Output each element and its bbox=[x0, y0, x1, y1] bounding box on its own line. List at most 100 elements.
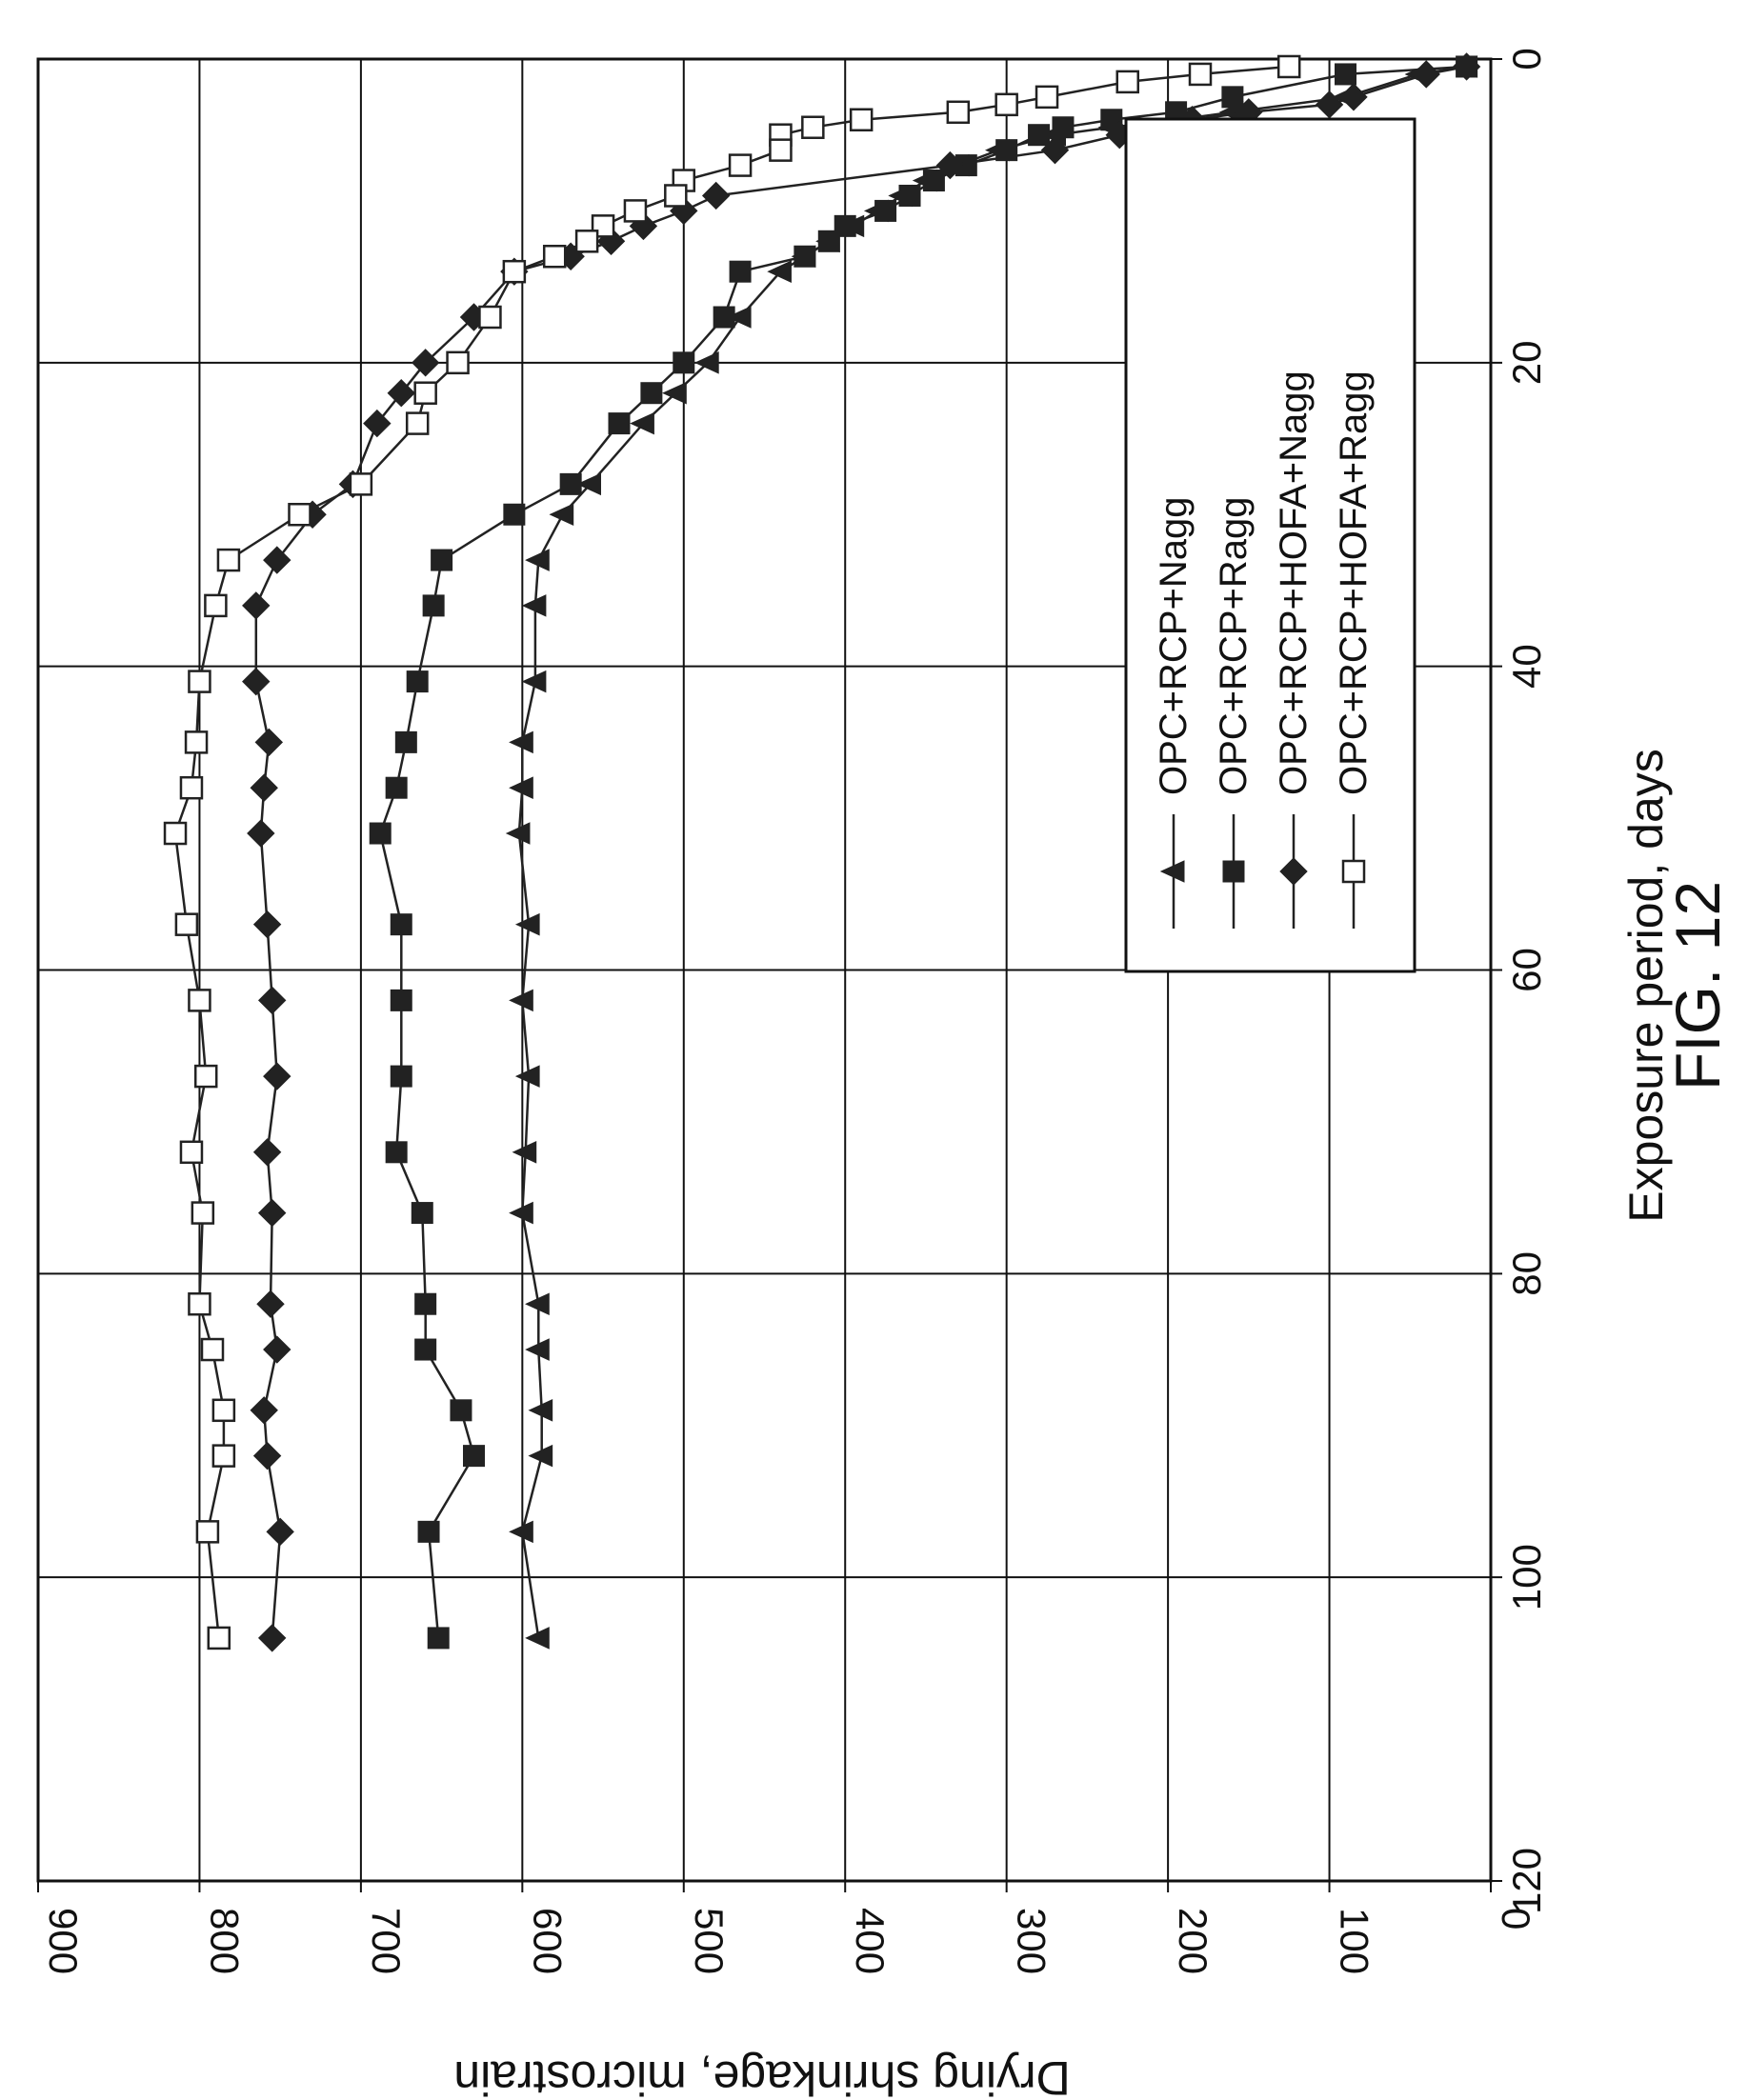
point-diamond bbox=[411, 349, 440, 377]
plot-area bbox=[36, 52, 1502, 1892]
point-filled-square bbox=[713, 306, 735, 329]
point-triangle bbox=[525, 549, 550, 571]
point-filled-square bbox=[794, 245, 816, 268]
point-triangle bbox=[693, 351, 719, 374]
point-diamond bbox=[250, 1396, 278, 1425]
point-diamond bbox=[256, 1290, 285, 1318]
point-triangle bbox=[525, 1292, 550, 1315]
point-triangle bbox=[525, 1627, 550, 1650]
point-filled-square bbox=[640, 382, 663, 405]
point-filled-square bbox=[608, 412, 631, 435]
y-tick-label: 600 bbox=[525, 1908, 570, 1974]
point-triangle bbox=[767, 260, 792, 283]
point-open-square bbox=[211, 1444, 236, 1468]
point-open-square bbox=[446, 350, 470, 375]
point-open-square bbox=[478, 305, 502, 330]
point-filled-square bbox=[427, 1627, 450, 1650]
point-triangle bbox=[509, 730, 533, 754]
point-filled-square bbox=[1028, 124, 1051, 147]
point-open-square bbox=[188, 989, 211, 1012]
point-triangle bbox=[514, 912, 540, 936]
point-diamond bbox=[252, 1441, 282, 1470]
point-open-square bbox=[349, 472, 373, 496]
point-filled-square bbox=[390, 989, 412, 1011]
point-triangle bbox=[662, 381, 687, 405]
point-filled-square bbox=[559, 472, 582, 495]
point-diamond bbox=[1040, 135, 1070, 165]
point-open-square bbox=[413, 381, 437, 405]
y-tick-label: 100 bbox=[1333, 1908, 1377, 1974]
point-filled-square bbox=[817, 230, 840, 252]
point-open-square bbox=[664, 184, 688, 208]
point-triangle bbox=[528, 1444, 553, 1468]
x-axis-label: Exposure period, days bbox=[1619, 749, 1673, 1223]
point-triangle bbox=[509, 989, 533, 1012]
point-filled-square bbox=[431, 549, 453, 571]
point-diamond bbox=[363, 409, 392, 438]
legend-item: OPC+RCP+HOFA+Ragg bbox=[1333, 370, 1375, 929]
point-triangle bbox=[726, 306, 752, 329]
point-filled-square bbox=[385, 776, 408, 799]
legend-label: OPC+RCP+Ragg bbox=[1213, 497, 1255, 795]
point-filled-square bbox=[922, 170, 945, 192]
y-tick-label: 500 bbox=[687, 1908, 732, 1974]
point-triangle bbox=[528, 1399, 553, 1422]
point-filled-square bbox=[898, 184, 921, 207]
point-triangle bbox=[509, 1520, 533, 1544]
point-filled-square bbox=[1221, 86, 1244, 109]
y-tick-label: 700 bbox=[364, 1908, 409, 1974]
point-diamond bbox=[254, 728, 284, 757]
point-diamond bbox=[257, 1198, 287, 1228]
figure-label: FIG. 12 bbox=[1662, 881, 1733, 1090]
point-open-square bbox=[623, 199, 648, 223]
point-diamond bbox=[263, 1062, 291, 1090]
legend: OPC+RCP+Nagg OPC+RCP+Ragg OPC+RCP+HOFA+Nag… bbox=[1124, 117, 1416, 973]
point-diamond bbox=[1339, 83, 1368, 111]
point-diamond bbox=[250, 773, 278, 802]
point-open-square bbox=[849, 108, 874, 132]
point-open-square bbox=[542, 244, 567, 269]
point-open-square bbox=[1188, 62, 1213, 87]
legend-label: OPC+RCP+Nagg bbox=[1153, 497, 1195, 795]
point-diamond bbox=[1279, 857, 1308, 886]
point-filled-square bbox=[417, 1520, 440, 1543]
point-filled-square bbox=[503, 503, 526, 526]
point-diamond bbox=[252, 1138, 282, 1167]
point-filled-square bbox=[673, 351, 695, 374]
y-tick-labels: 0 100 200 300 400 500 600 700 800 900 bbox=[41, 1908, 1538, 1974]
series-layer bbox=[163, 52, 1481, 1652]
point-filled-square bbox=[1222, 860, 1245, 883]
series-4 bbox=[163, 54, 1301, 1650]
point-filled-square bbox=[1052, 116, 1075, 139]
plot-frame bbox=[36, 57, 1493, 1883]
point-open-square bbox=[216, 548, 241, 572]
point-filled-square bbox=[385, 1141, 408, 1164]
point-open-square bbox=[204, 593, 228, 618]
y-tick-label: 400 bbox=[848, 1908, 893, 1974]
legend-item: OPC+RCP+Nagg bbox=[1153, 497, 1195, 929]
point-diamond bbox=[266, 1517, 294, 1547]
point-open-square bbox=[502, 259, 527, 284]
point-diamond bbox=[701, 181, 731, 210]
point-diamond bbox=[242, 667, 271, 696]
x-tick-label: 120 bbox=[1504, 1848, 1549, 1914]
point-triangle bbox=[549, 503, 574, 527]
y-tick-label: 300 bbox=[1010, 1908, 1055, 1974]
legend-item: OPC+RCP+HOFA+Nagg bbox=[1273, 370, 1315, 929]
point-diamond bbox=[1452, 52, 1481, 81]
point-open-square bbox=[1035, 85, 1059, 110]
point-triangle bbox=[630, 411, 654, 435]
point-filled-square bbox=[414, 1338, 437, 1361]
point-open-square bbox=[191, 1201, 215, 1225]
x-tick-label: 60 bbox=[1504, 948, 1549, 992]
point-filled-square bbox=[406, 670, 429, 693]
point-filled-square bbox=[411, 1202, 433, 1225]
point-triangle bbox=[509, 1201, 533, 1225]
series-2 bbox=[369, 55, 1478, 1650]
point-open-square bbox=[184, 730, 209, 754]
point-open-square bbox=[179, 1140, 204, 1165]
point-open-square bbox=[946, 100, 971, 125]
point-open-square bbox=[728, 153, 753, 177]
point-diamond bbox=[263, 546, 291, 574]
